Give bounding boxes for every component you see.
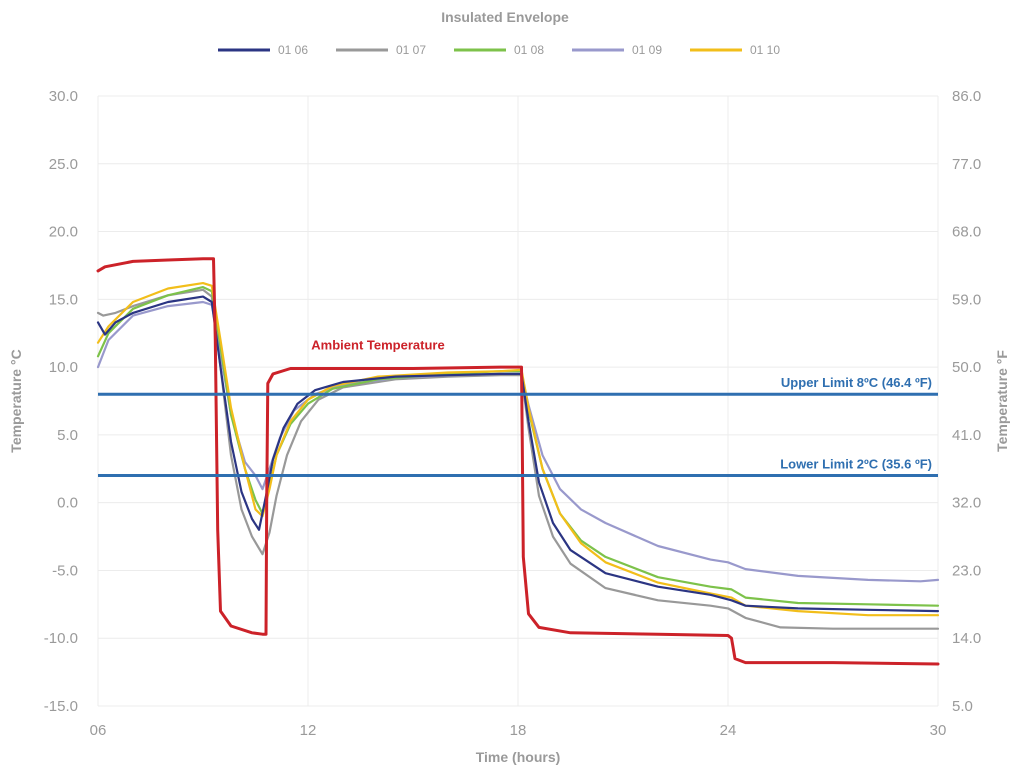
y-tick-label: -10.0: [44, 630, 78, 647]
y2-tick-label: 5.0: [952, 698, 973, 715]
y-axis-right: 86.0 77.0 68.0 59.0 50.0 41.0 32.0 23.0 14.0 5.0: [952, 88, 981, 715]
y-axis-title-left: Temperature °C: [8, 349, 24, 452]
x-tick-label: 06: [90, 722, 107, 739]
y-tick-label: 5.0: [57, 427, 78, 444]
x-tick-label: 18: [510, 722, 527, 739]
y-axis-title-right: Temperature °F: [994, 350, 1010, 452]
y2-tick-label: 59.0: [952, 291, 981, 308]
series-line-5: [96, 257, 940, 666]
y-tick-label: 30.0: [49, 88, 78, 105]
x-tick-label: 12: [300, 722, 317, 739]
chart-title: Insulated Envelope: [441, 9, 569, 25]
y-tick-label: 20.0: [49, 224, 78, 241]
legend-label: 01 07: [396, 43, 426, 57]
y2-tick-label: 68.0: [952, 224, 981, 241]
y-tick-label: 10.0: [49, 359, 78, 376]
y-tick-label: -15.0: [44, 698, 78, 715]
annotation-label: Ambient Temperature: [311, 338, 444, 353]
y2-tick-label: 23.0: [952, 562, 981, 579]
limit-label: Lower Limit 2ºC (35.6 ºF): [780, 457, 932, 472]
legend-label: 01 06: [278, 43, 308, 57]
y-tick-label: 25.0: [49, 156, 78, 173]
y2-tick-label: 32.0: [952, 495, 981, 512]
x-axis: 06 12 18 24 30: [90, 722, 947, 739]
y-axis-left: 30.0 25.0 20.0 15.0 10.0 5.0 0.0 -5.0 -10.0 -15.0: [44, 88, 78, 715]
y2-tick-label: 41.0: [952, 427, 981, 444]
y-tick-label: 0.0: [57, 495, 78, 512]
x-tick-label: 24: [720, 722, 737, 739]
series-lines: [96, 257, 940, 666]
legend-label: 01 10: [750, 43, 780, 57]
annotations: Ambient Temperature: [311, 338, 444, 353]
limit-lines: Upper Limit 8ºC (46.4 ºF) Lower Limit 2ºC…: [98, 375, 938, 478]
y-tick-label: -5.0: [52, 562, 78, 579]
legend-label: 01 09: [632, 43, 662, 57]
x-tick-label: 30: [930, 722, 947, 739]
limit-label: Upper Limit 8ºC (46.4 ºF): [781, 375, 932, 390]
legend: 01 06 01 07 01 08 01 09 01 10: [218, 43, 780, 57]
y-tick-label: 15.0: [49, 291, 78, 308]
y2-tick-label: 86.0: [952, 88, 981, 105]
y2-tick-label: 14.0: [952, 630, 981, 647]
y2-tick-label: 50.0: [952, 359, 981, 376]
legend-label: 01 08: [514, 43, 544, 57]
y2-tick-label: 77.0: [952, 156, 981, 173]
series-line-0: [96, 295, 940, 613]
x-axis-title: Time (hours): [476, 749, 561, 765]
